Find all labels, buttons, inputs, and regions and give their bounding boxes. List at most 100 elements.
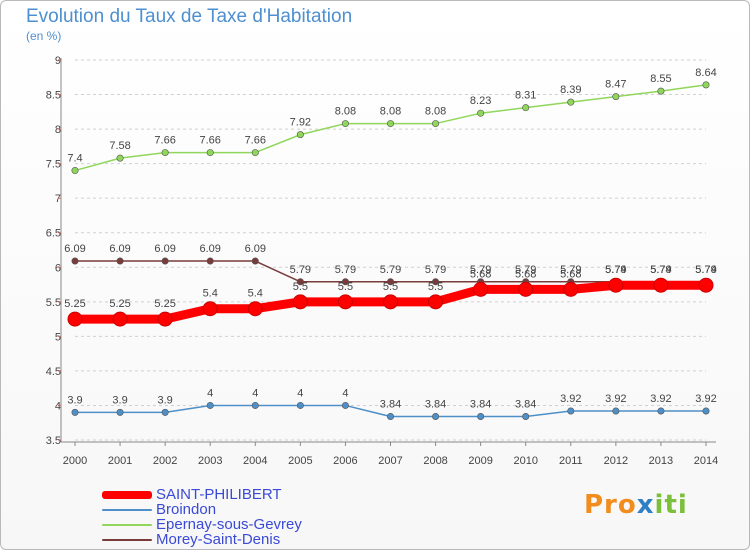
data-point xyxy=(292,294,308,310)
data-label: 5.79 xyxy=(695,264,716,276)
chart-title: Evolution du Taux de Taxe d'Habitation xyxy=(26,6,353,27)
y-tick-label: 5.5 xyxy=(46,297,61,309)
data-point xyxy=(698,277,714,293)
data-label: 8.47 xyxy=(605,79,626,91)
data-label: 5.25 xyxy=(109,298,130,310)
data-point xyxy=(567,407,575,415)
data-point xyxy=(337,294,353,310)
data-point xyxy=(432,120,440,128)
data-point xyxy=(251,401,259,409)
data-label: 5.74 xyxy=(605,264,626,276)
data-point xyxy=(296,278,304,286)
data-point xyxy=(702,81,710,89)
data-point xyxy=(477,413,485,421)
data-point xyxy=(522,413,530,421)
y-tick-label: 4.5 xyxy=(46,366,61,378)
data-label: 5.5 xyxy=(383,281,398,293)
data-point xyxy=(251,149,259,157)
data-point xyxy=(522,104,530,112)
data-point xyxy=(116,257,124,265)
data-label: 8.31 xyxy=(515,90,536,102)
data-label: 5.79 xyxy=(650,264,671,276)
data-label: 5.74 xyxy=(695,264,716,276)
data-label: 3.84 xyxy=(425,399,446,411)
data-label: 4 xyxy=(297,387,303,399)
data-point xyxy=(612,93,620,101)
x-tick-label: 2006 xyxy=(333,455,357,467)
legend-item-morey: Morey-Saint-Denis xyxy=(102,531,302,548)
x-tick-label: 2001 xyxy=(108,455,132,467)
data-label: 8.23 xyxy=(470,95,491,107)
data-point xyxy=(386,278,394,286)
data-label: 7.66 xyxy=(154,135,175,147)
data-point xyxy=(432,413,440,421)
data-point xyxy=(247,301,263,317)
data-label: 5.79 xyxy=(335,264,356,276)
y-tick-label: 7.5 xyxy=(46,159,61,171)
data-label: 6.09 xyxy=(200,243,221,255)
data-point xyxy=(116,154,124,162)
data-label: 5.74 xyxy=(650,264,671,276)
x-tick-label: 2003 xyxy=(198,455,222,467)
data-point xyxy=(608,277,624,293)
legend-label: Broindon xyxy=(156,501,217,518)
data-point xyxy=(206,401,214,409)
legend-item-broindon: Broindon xyxy=(102,501,302,518)
data-point xyxy=(341,401,349,409)
data-label: 5.25 xyxy=(154,298,175,310)
data-label: 5.5 xyxy=(338,281,353,293)
x-tick-label: 2007 xyxy=(378,455,402,467)
data-label: 5.4 xyxy=(248,288,263,300)
legend-swatch-morey xyxy=(102,538,152,541)
legend-item-saint-philibert: SAINT-PHILIBERT xyxy=(102,486,302,503)
data-label: 4 xyxy=(252,387,258,399)
data-label: 6.09 xyxy=(109,243,130,255)
data-label: 3.92 xyxy=(605,393,626,405)
data-point xyxy=(702,407,710,415)
data-label: 5.79 xyxy=(605,264,626,276)
data-label: 5.79 xyxy=(425,264,446,276)
data-label: 5.68 xyxy=(470,268,491,280)
data-point xyxy=(657,87,665,95)
legend-item-epernay: Epernay-sous-Gevrey xyxy=(102,516,302,533)
x-tick-label: 2005 xyxy=(288,455,312,467)
data-point xyxy=(161,408,169,416)
data-point xyxy=(341,120,349,128)
x-tick-label: 2011 xyxy=(559,455,583,467)
legend-label: Epernay-sous-Gevrey xyxy=(156,516,302,533)
x-tick-label: 2012 xyxy=(604,455,628,467)
data-point xyxy=(386,413,394,421)
data-point xyxy=(563,281,579,297)
data-point xyxy=(477,109,485,117)
data-label: 4 xyxy=(207,387,213,399)
data-point xyxy=(518,281,534,297)
data-label: 8.39 xyxy=(560,84,581,96)
data-label: 5.79 xyxy=(290,264,311,276)
legend-label: SAINT-PHILIBERT xyxy=(156,486,282,503)
y-tick-label: 8 xyxy=(55,124,61,136)
y-tick-label: 5 xyxy=(55,331,61,343)
data-point xyxy=(383,294,398,310)
x-tick-label: 2010 xyxy=(513,455,537,467)
x-tick-label: 2000 xyxy=(63,455,87,467)
y-tick-label: 8.5 xyxy=(46,90,61,102)
y-tick-label: 6.5 xyxy=(46,228,61,240)
x-tick-label: 2002 xyxy=(153,455,177,467)
data-point xyxy=(428,294,444,310)
y-tick-label: 7 xyxy=(55,193,61,205)
data-point xyxy=(112,311,128,327)
data-label: 3.84 xyxy=(470,399,491,411)
data-label: 3.92 xyxy=(695,393,716,405)
data-point xyxy=(386,120,394,128)
data-label: 5.68 xyxy=(560,268,581,280)
data-point xyxy=(206,257,214,265)
data-label: 3.9 xyxy=(157,394,172,406)
data-point xyxy=(67,311,83,327)
data-point xyxy=(71,257,79,265)
x-tick-label: 2014 xyxy=(694,455,718,467)
data-label: 5.4 xyxy=(203,288,218,300)
data-point xyxy=(657,407,665,415)
legend-swatch-broindon xyxy=(102,508,152,511)
